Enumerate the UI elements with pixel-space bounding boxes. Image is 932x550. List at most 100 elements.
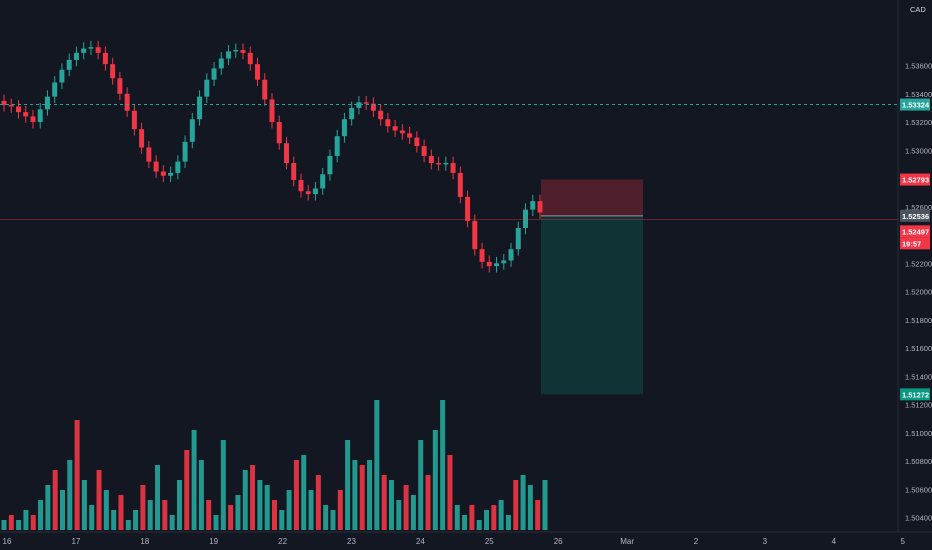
candle-body bbox=[312, 188, 318, 195]
candle-body bbox=[269, 99, 275, 123]
volume-bar bbox=[352, 460, 358, 530]
candle-body bbox=[385, 119, 391, 127]
candle-body bbox=[291, 163, 297, 180]
volume-bar bbox=[59, 490, 65, 530]
price-tick-label: 1.53600 bbox=[905, 62, 932, 71]
price-tick-label: 1.53400 bbox=[905, 90, 932, 99]
price-tick-label: 1.50400 bbox=[905, 514, 932, 523]
volume-bar bbox=[286, 490, 292, 530]
volume-bar bbox=[425, 475, 431, 530]
volume-bar bbox=[89, 505, 95, 530]
volume-bar bbox=[1, 520, 7, 530]
volume-bar bbox=[118, 495, 124, 530]
countdown-tag: 19:57 bbox=[902, 239, 921, 248]
candle-body bbox=[341, 119, 347, 137]
candle-body bbox=[494, 263, 500, 267]
volume-bar bbox=[213, 515, 219, 530]
candle-body bbox=[240, 50, 246, 53]
volume-bar bbox=[520, 475, 526, 530]
candle-body bbox=[508, 249, 514, 261]
volume-bar bbox=[374, 400, 380, 530]
candle-body bbox=[139, 129, 145, 148]
candle-body bbox=[197, 96, 203, 120]
candle-body bbox=[211, 68, 217, 80]
volume-bar bbox=[242, 470, 248, 530]
candle-body bbox=[501, 260, 507, 264]
price-axis[interactable]: 1.50400 1.50600 1.50800 1.51000 1.51200 1.514… bbox=[905, 62, 932, 523]
volume-bar bbox=[235, 495, 241, 530]
volume-bar bbox=[462, 515, 468, 530]
price-tick-label: 1.53200 bbox=[905, 118, 932, 127]
price-tick-label: 1.50600 bbox=[905, 485, 932, 494]
volume-bar bbox=[206, 500, 212, 530]
time-tick-label: 18 bbox=[140, 537, 149, 546]
volume-bar bbox=[176, 480, 182, 530]
candle-body bbox=[392, 126, 398, 131]
stop-zone[interactable] bbox=[541, 179, 643, 216]
volume-bar bbox=[155, 465, 161, 530]
candle-body bbox=[168, 172, 174, 176]
volume-bar bbox=[542, 480, 548, 530]
last-price-tag: 1.52497 bbox=[902, 227, 929, 236]
position-tool[interactable] bbox=[541, 179, 643, 395]
volume-bar bbox=[257, 480, 263, 530]
volume-bar bbox=[308, 490, 314, 530]
volume-bar bbox=[140, 485, 146, 530]
price-tick-label: 1.52000 bbox=[905, 288, 932, 297]
volume-bar bbox=[498, 500, 504, 530]
volume-bar bbox=[250, 465, 256, 530]
candle-body bbox=[356, 102, 362, 108]
volume-bar bbox=[162, 500, 168, 530]
volume-bar bbox=[513, 480, 519, 530]
candle-body bbox=[44, 96, 50, 110]
candle-body bbox=[204, 79, 210, 97]
candle-body bbox=[262, 79, 268, 100]
candle-body bbox=[189, 119, 195, 142]
candle-body bbox=[523, 209, 529, 228]
price-tick-label: 1.52600 bbox=[905, 203, 932, 212]
volume-bar bbox=[45, 485, 51, 530]
volume-bar bbox=[432, 430, 438, 530]
target-zone[interactable] bbox=[541, 215, 643, 395]
volume-bar bbox=[96, 470, 102, 530]
price-tick-label: 1.51200 bbox=[905, 401, 932, 410]
chart-grid bbox=[0, 0, 932, 533]
time-axis[interactable]: 16 17 18 19 22 23 24 25 26 Mar 2 3 4 5 bbox=[3, 537, 906, 546]
time-tick-label: 4 bbox=[832, 537, 837, 546]
candle-body bbox=[160, 171, 166, 176]
candle-body bbox=[218, 58, 224, 69]
candle-body bbox=[255, 64, 261, 80]
time-tick-label: 26 bbox=[554, 537, 563, 546]
candle-body bbox=[515, 227, 521, 250]
time-tick-label: 17 bbox=[71, 537, 80, 546]
volume-bar bbox=[198, 460, 204, 530]
price-tick-label: 1.51600 bbox=[905, 344, 932, 353]
candle-body bbox=[102, 52, 108, 65]
candle-body bbox=[399, 130, 405, 134]
time-tick-label: 24 bbox=[416, 537, 425, 546]
price-tick-label: 1.52200 bbox=[905, 259, 932, 268]
time-tick-label: 3 bbox=[763, 537, 768, 546]
candle-body bbox=[182, 141, 188, 162]
candle-body bbox=[81, 48, 87, 53]
candle-body bbox=[110, 64, 116, 79]
candle-body bbox=[146, 147, 152, 162]
candle-body bbox=[443, 163, 449, 165]
volume-bar bbox=[315, 475, 321, 530]
candle-body bbox=[320, 174, 326, 189]
volume-bar bbox=[184, 450, 190, 530]
volume-bar bbox=[8, 515, 14, 530]
candle-body bbox=[363, 102, 369, 104]
candle-body bbox=[37, 109, 43, 123]
volume-bar bbox=[418, 440, 424, 530]
volume-bar bbox=[388, 480, 394, 530]
price-tags: 1.53324 1.52793 1.52536 1.52497 19:57 1.51272 bbox=[900, 98, 930, 401]
candle-body bbox=[153, 161, 159, 172]
volume-bar bbox=[337, 490, 343, 530]
candle-body bbox=[370, 103, 376, 111]
time-tick-label: 25 bbox=[485, 537, 494, 546]
candle-body bbox=[117, 78, 123, 94]
volume-bar bbox=[535, 500, 541, 530]
volume-bar bbox=[469, 505, 475, 530]
